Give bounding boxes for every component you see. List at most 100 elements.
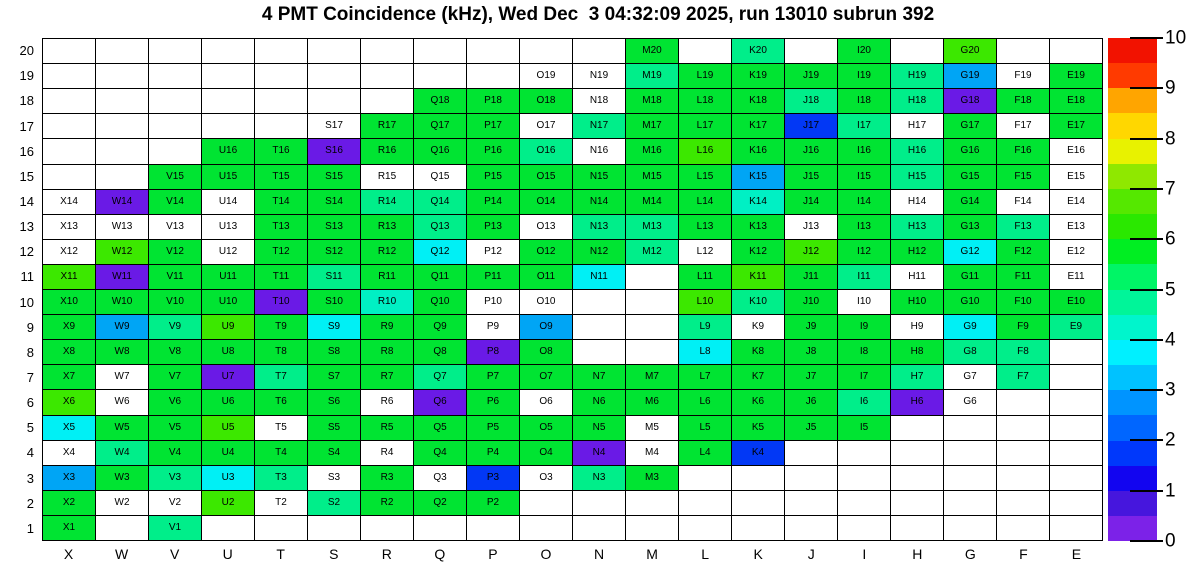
grid-cell-E13: E13 (1050, 214, 1102, 239)
colorbar-band (1108, 289, 1157, 315)
grid-cell-W12: W12 (96, 239, 148, 264)
x-axis-label-Q: Q (434, 546, 446, 562)
grid-cell-J9: J9 (785, 315, 837, 340)
grid-cell-H13: H13 (891, 214, 943, 239)
grid-cell-empty (1050, 515, 1102, 540)
grid-cell-P18: P18 (467, 89, 519, 114)
grid-cell-U7: U7 (202, 365, 254, 390)
grid-cell-empty (467, 39, 519, 64)
grid-cell-R4: R4 (361, 440, 413, 465)
grid-cell-N15: N15 (573, 164, 625, 189)
grid-cell-X4: X4 (43, 440, 95, 465)
grid-cell-V11: V11 (149, 264, 201, 289)
grid-cell-empty (997, 465, 1049, 490)
grid-cell-empty (573, 290, 625, 315)
grid-cell-K7: K7 (732, 365, 784, 390)
grid-cell-X5: X5 (43, 415, 95, 440)
grid-cell-W7: W7 (96, 365, 148, 390)
grid-cell-empty (1050, 340, 1102, 365)
grid-cell-empty (1050, 365, 1102, 390)
x-axis-label-F: F (1019, 546, 1028, 562)
grid-cell-O13: O13 (520, 214, 572, 239)
grid-cell-empty (361, 39, 413, 64)
grid-cell-J17: J17 (785, 114, 837, 139)
grid-cell-O6: O6 (520, 390, 572, 415)
y-axis-label-15: 15 (19, 168, 34, 184)
grid-cell-U10: U10 (202, 290, 254, 315)
grid-cell-I12: I12 (838, 239, 890, 264)
grid-cell-empty (997, 415, 1049, 440)
grid-cell-H16: H16 (891, 139, 943, 164)
grid-cell-empty (1050, 39, 1102, 64)
colorbar-gradient (1108, 38, 1157, 542)
grid-cell-P11: P11 (467, 264, 519, 289)
x-axis-label-R: R (381, 546, 392, 562)
grid-cell-empty (1050, 465, 1102, 490)
grid-cell-H10: H10 (891, 290, 943, 315)
x-axis-label-L: L (701, 546, 710, 562)
grid-cell-empty (997, 390, 1049, 415)
grid-cell-empty (308, 39, 360, 64)
y-axis-label-12: 12 (19, 244, 34, 260)
grid-cell-empty (1050, 490, 1102, 515)
grid-cell-L7: L7 (679, 365, 731, 390)
grid-cell-J6: J6 (785, 390, 837, 415)
grid-cell-V14: V14 (149, 189, 201, 214)
grid-cell-S2: S2 (308, 490, 360, 515)
grid-cell-J5: J5 (785, 415, 837, 440)
grid-cell-R3: R3 (361, 465, 413, 490)
grid-cell-Q6: Q6 (414, 390, 466, 415)
grid-cell-R17: R17 (361, 114, 413, 139)
colorbar-tick (1130, 338, 1163, 341)
grid-cell-empty (626, 264, 678, 289)
grid-cell-V13: V13 (149, 214, 201, 239)
grid-cell-G14: G14 (944, 189, 996, 214)
grid-cell-T2: T2 (255, 490, 307, 515)
grid-cell-empty (308, 89, 360, 114)
colorbar-band (1108, 264, 1157, 290)
grid-cell-M4: M4 (626, 440, 678, 465)
grid-cell-H12: H12 (891, 239, 943, 264)
grid-cell-empty (255, 89, 307, 114)
colorbar-tick (1130, 137, 1163, 140)
y-axis: 20 19 18 17 16 15 14 13 12 11 10 9 8 7 6 5 4 3 2 1 (0, 38, 34, 541)
grid-cell-empty (679, 39, 731, 64)
grid-cell-empty (202, 64, 254, 89)
grid-cell-empty (891, 415, 943, 440)
grid-cell-empty (626, 315, 678, 340)
grid-cell-R15: R15 (361, 164, 413, 189)
grid-cell-R11: R11 (361, 264, 413, 289)
grid-cell-N16: N16 (573, 139, 625, 164)
colorbar-tick (1130, 37, 1163, 39)
grid-cell-O7: O7 (520, 365, 572, 390)
x-axis-label-V: V (169, 546, 180, 562)
grid-cell-empty (1050, 415, 1102, 440)
grid-cell-K5: K5 (732, 415, 784, 440)
colorbar-tick-label-0: 0 (1165, 530, 1176, 552)
grid-cell-I8: I8 (838, 340, 890, 365)
grid-cell-U16: U16 (202, 139, 254, 164)
colorbar-tick-label-10: 10 (1165, 27, 1187, 49)
grid-cell-empty (202, 89, 254, 114)
grid-cell-empty (361, 89, 413, 114)
grid-cell-E12: E12 (1050, 239, 1102, 264)
grid-cell-empty (944, 415, 996, 440)
grid-cell-N7: N7 (573, 365, 625, 390)
grid-cell-J10: J10 (785, 290, 837, 315)
grid-cell-K11: K11 (732, 264, 784, 289)
grid-cell-W14: W14 (96, 189, 148, 214)
grid-cell-L12: L12 (679, 239, 731, 264)
grid-cell-Q14: Q14 (414, 189, 466, 214)
grid-cell-T8: T8 (255, 340, 307, 365)
grid-cell-R2: R2 (361, 490, 413, 515)
grid-cell-O14: O14 (520, 189, 572, 214)
grid-cell-G18: G18 (944, 89, 996, 114)
grid-cell-I20: I20 (838, 39, 890, 64)
grid-cell-R10: R10 (361, 290, 413, 315)
grid-cell-J13: J13 (785, 214, 837, 239)
grid-cell-F10: F10 (997, 290, 1049, 315)
grid-cell-T9: T9 (255, 315, 307, 340)
grid-cell-K14: K14 (732, 189, 784, 214)
y-axis-label-3: 3 (26, 470, 34, 486)
grid-cell-X12: X12 (43, 239, 95, 264)
